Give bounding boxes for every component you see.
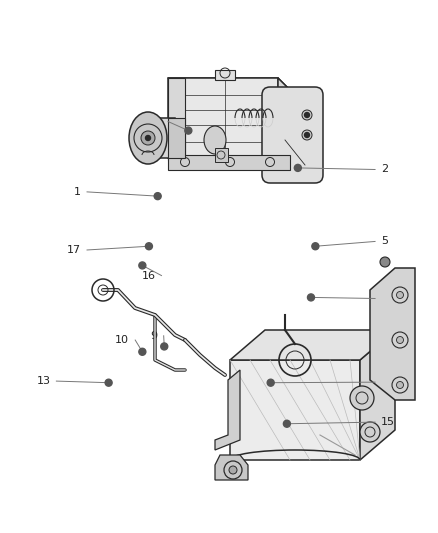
Polygon shape	[360, 330, 395, 460]
Circle shape	[294, 164, 301, 172]
Polygon shape	[168, 155, 290, 170]
Circle shape	[139, 348, 146, 356]
Circle shape	[396, 292, 403, 298]
FancyBboxPatch shape	[262, 87, 323, 183]
Ellipse shape	[129, 112, 167, 164]
Circle shape	[304, 133, 310, 138]
Text: 15: 15	[381, 417, 395, 427]
Circle shape	[283, 420, 290, 427]
Circle shape	[139, 262, 146, 269]
Text: 18: 18	[381, 294, 395, 303]
Polygon shape	[230, 330, 395, 360]
Text: 12: 12	[381, 377, 395, 387]
Polygon shape	[215, 370, 240, 450]
Polygon shape	[168, 118, 185, 158]
Text: 5: 5	[381, 237, 388, 246]
Circle shape	[360, 422, 380, 442]
Circle shape	[154, 192, 161, 200]
Circle shape	[302, 130, 312, 140]
Text: 10: 10	[115, 335, 129, 345]
Ellipse shape	[204, 126, 226, 154]
Polygon shape	[215, 148, 228, 162]
Circle shape	[307, 294, 314, 301]
Polygon shape	[278, 78, 295, 175]
Polygon shape	[168, 78, 295, 95]
Polygon shape	[370, 268, 415, 400]
Circle shape	[302, 110, 312, 120]
Polygon shape	[230, 360, 360, 460]
Circle shape	[267, 379, 274, 386]
Polygon shape	[168, 78, 185, 160]
Circle shape	[145, 243, 152, 250]
Circle shape	[105, 379, 112, 386]
Circle shape	[229, 466, 237, 474]
Circle shape	[396, 336, 403, 343]
Text: 17: 17	[67, 245, 81, 255]
Circle shape	[304, 112, 310, 117]
Polygon shape	[215, 70, 235, 80]
Circle shape	[161, 343, 168, 350]
Circle shape	[380, 257, 390, 267]
Polygon shape	[168, 78, 278, 158]
Polygon shape	[215, 455, 248, 480]
Text: 2: 2	[381, 165, 388, 174]
Text: 1: 1	[74, 187, 81, 197]
Circle shape	[141, 131, 155, 145]
Circle shape	[350, 386, 374, 410]
Circle shape	[185, 127, 192, 134]
Circle shape	[396, 382, 403, 389]
Circle shape	[312, 243, 319, 250]
Text: 16: 16	[141, 271, 155, 280]
Circle shape	[145, 135, 151, 141]
Text: 13: 13	[36, 376, 50, 386]
Text: 14: 14	[148, 117, 162, 126]
Text: 9: 9	[151, 331, 158, 341]
Polygon shape	[148, 118, 175, 158]
